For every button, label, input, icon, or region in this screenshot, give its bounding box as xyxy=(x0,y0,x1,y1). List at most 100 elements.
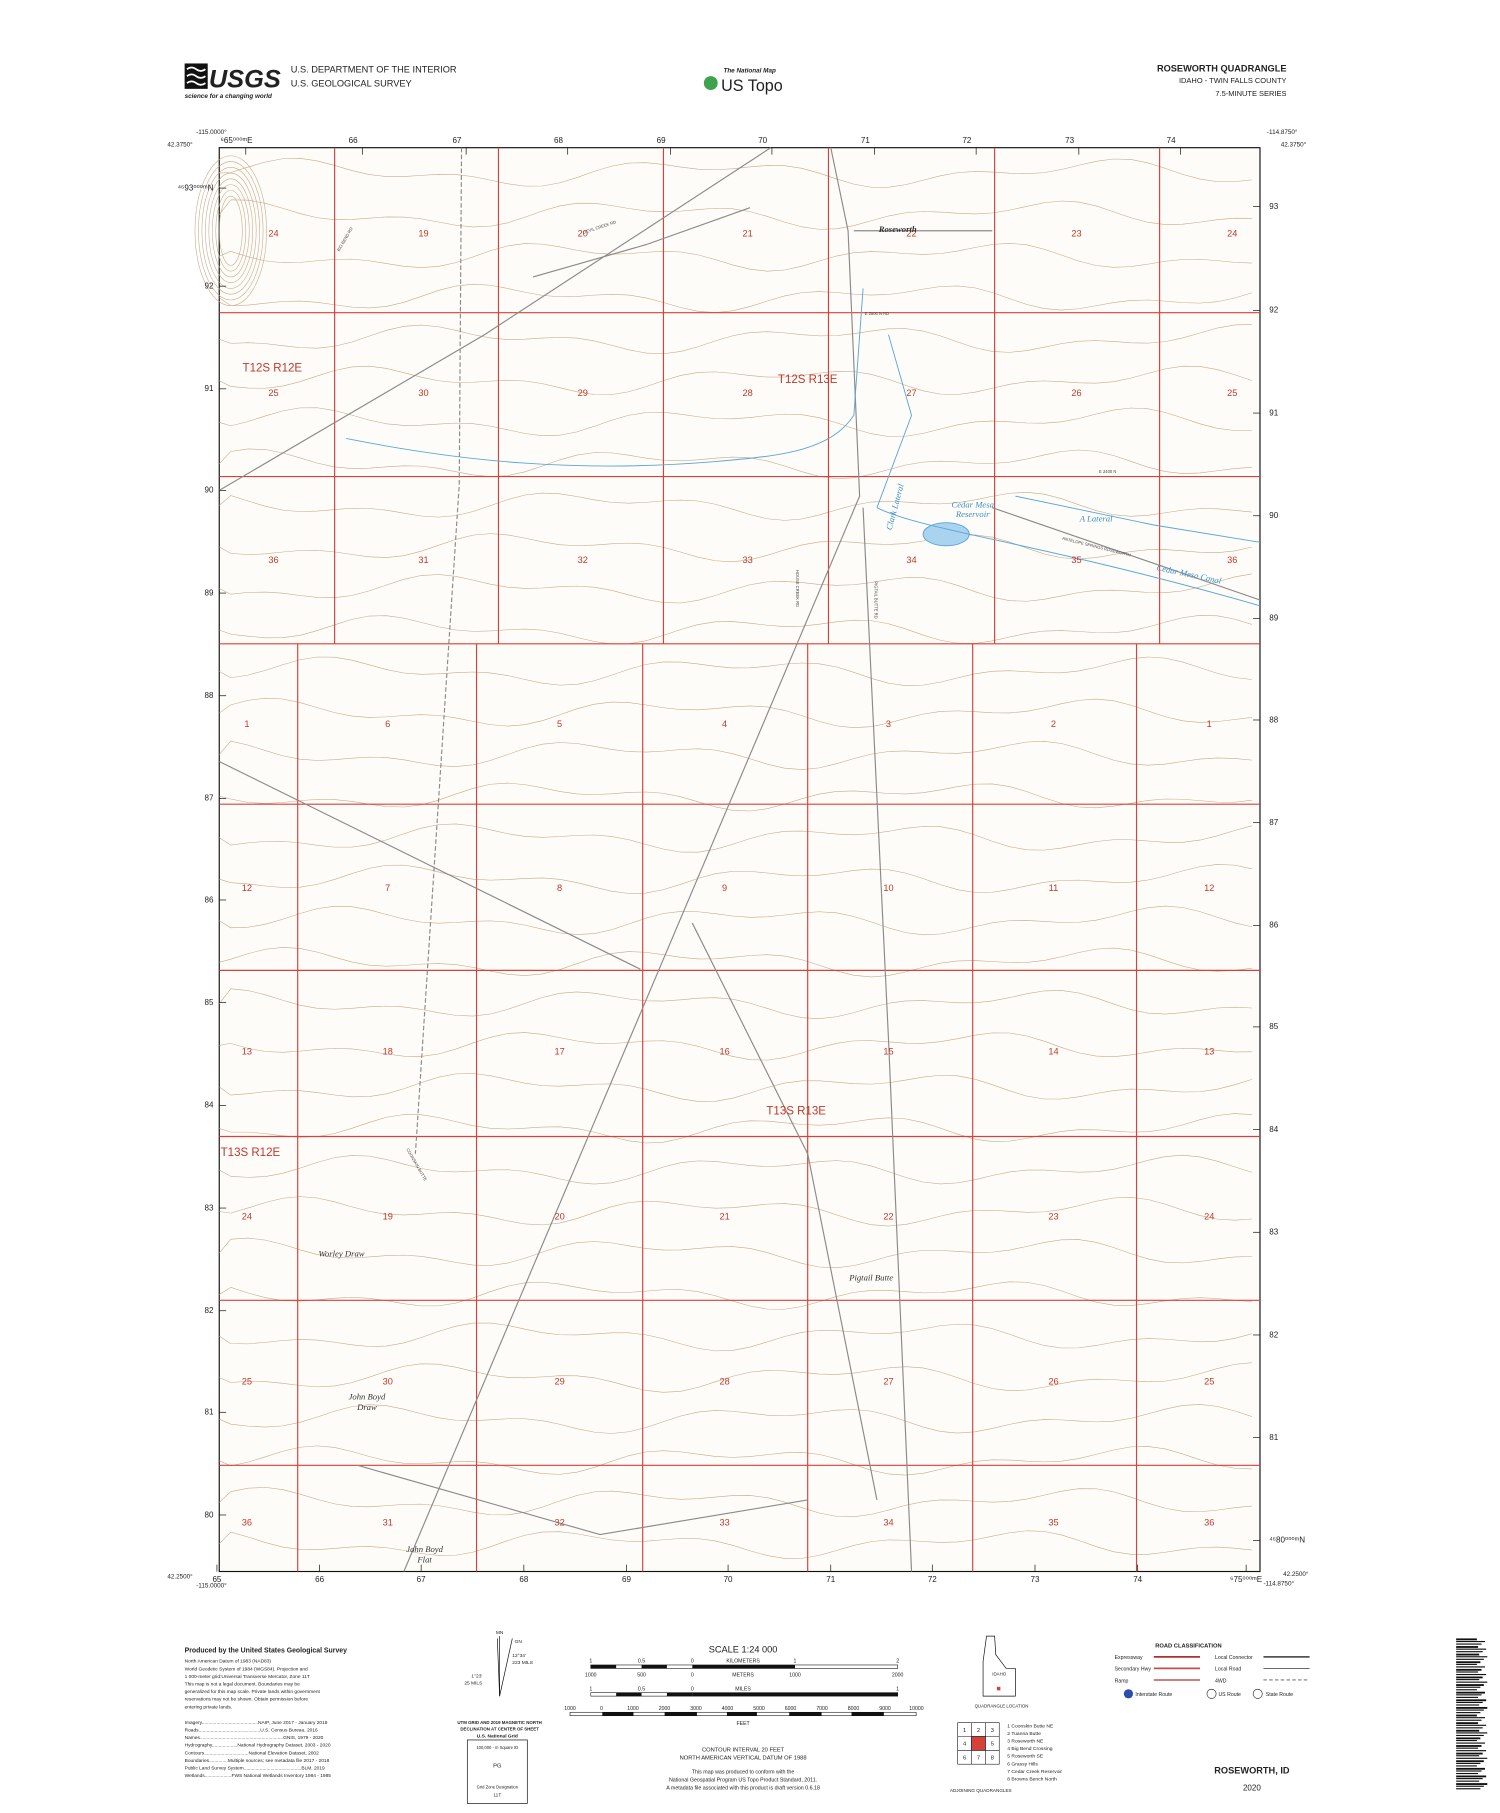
northing-label: 82 xyxy=(205,1306,214,1315)
map-note: North American Datum of 1983 (NAD83) xyxy=(185,1659,272,1665)
northing-label: ⁴⁶80⁰⁰⁰ᵐN xyxy=(1269,1536,1305,1545)
section-number: 14 xyxy=(1048,1047,1058,1057)
data-credit: Hydrography...................National H… xyxy=(185,1743,331,1749)
section-number: 34 xyxy=(883,1517,893,1527)
northing-label: 92 xyxy=(1269,306,1278,315)
place-name: Worley Draw xyxy=(319,1249,365,1259)
map-note: This map is not a legal document. Bounda… xyxy=(185,1682,300,1688)
place-name: A Lateral xyxy=(1079,514,1113,524)
barcode-bar xyxy=(1456,1767,1485,1770)
section-number: 30 xyxy=(383,1377,393,1387)
barcode-bar xyxy=(1456,1681,1488,1683)
scale-label: 2 xyxy=(896,1659,899,1665)
quad-location-marker xyxy=(996,1686,1001,1691)
contour-line xyxy=(219,1445,1252,1476)
section-number: 12 xyxy=(1204,883,1214,893)
sheet-name: ROSEWORTH, ID xyxy=(1214,1765,1290,1775)
place-name: John Boyd xyxy=(349,1392,386,1402)
declination-label: MN xyxy=(496,1630,504,1636)
section-number: 3 xyxy=(886,719,891,729)
corner-coordinate: 42.2500° xyxy=(167,1572,193,1580)
barcode-bar xyxy=(1456,1780,1480,1782)
corner-coordinate: -115.0000° xyxy=(196,1582,227,1590)
adjoining-cell: 2 xyxy=(977,1728,980,1734)
data-credit: Imagery.................................… xyxy=(185,1720,328,1726)
barcode-bar xyxy=(1456,1696,1479,1698)
data-credit: Wetlands....................FWS National… xyxy=(185,1773,332,1779)
adjoining-cell: 7 xyxy=(977,1756,980,1762)
barcode-bar xyxy=(1456,1783,1488,1785)
roads xyxy=(218,147,1261,1572)
data-credit: Public Land Survey System...............… xyxy=(185,1766,325,1772)
easting-label: 70 xyxy=(758,136,767,145)
township-label: T12S R13E xyxy=(778,374,838,386)
northing-label: 86 xyxy=(1269,921,1278,930)
usng-label: 100,000 - m Square ID xyxy=(476,1745,518,1750)
data-credit: Names...................................… xyxy=(185,1735,324,1741)
northing-label: 85 xyxy=(1269,1022,1278,1031)
corner-coordinate: -114.8750° xyxy=(1263,1579,1294,1587)
barcode-bar xyxy=(1456,1671,1479,1673)
section-number: 28 xyxy=(719,1377,729,1387)
section-number: 26 xyxy=(1048,1377,1058,1387)
contour-line xyxy=(219,1073,1252,1102)
barcode-bar xyxy=(1456,1739,1477,1742)
quad-county: IDAHO - TWIN FALLS COUNTY xyxy=(1179,76,1287,85)
scale-label: 8000 xyxy=(848,1706,860,1712)
contour-line xyxy=(219,823,1252,853)
barcode xyxy=(1456,1638,1488,1790)
northing-label: 91 xyxy=(205,384,214,393)
barcode-bar xyxy=(1456,1646,1479,1648)
northing-label: 85 xyxy=(205,998,214,1007)
easting-label: 70 xyxy=(724,1575,733,1584)
contour-line xyxy=(219,615,1252,645)
easting-label: 74 xyxy=(1133,1575,1142,1584)
barcode-bar xyxy=(1456,1640,1485,1643)
barcode-bar xyxy=(1456,1653,1480,1656)
barcode-bar xyxy=(1456,1760,1484,1763)
barcode-bar xyxy=(1456,1732,1488,1734)
contour-line xyxy=(219,1237,1252,1269)
northing-label: 93 xyxy=(1269,202,1278,211)
section-number: 24 xyxy=(1204,1212,1214,1222)
barcode-bar xyxy=(1456,1673,1487,1676)
easting-label: 72 xyxy=(962,136,971,145)
scale-label: 3000 xyxy=(690,1706,702,1712)
section-number: 10 xyxy=(883,883,893,893)
section-number: 7 xyxy=(385,883,390,893)
section-number: 33 xyxy=(719,1517,729,1527)
easting-label: ⁶75⁰⁰⁰ᵐE xyxy=(1230,1575,1263,1584)
contour-line xyxy=(219,1032,1252,1061)
section-number: 1 xyxy=(244,719,249,729)
contour-line xyxy=(219,1404,1253,1434)
scale-label: 1 xyxy=(896,1686,899,1692)
road-label: E 2400 N xyxy=(1099,469,1116,474)
section-number: 21 xyxy=(743,229,753,239)
declination-label: 223 MILS xyxy=(512,1660,533,1666)
northing-label: 88 xyxy=(205,691,214,700)
scale-label: 4000 xyxy=(722,1706,734,1712)
section-number: 25 xyxy=(268,388,278,398)
contour-line xyxy=(219,1362,1252,1393)
barcode-bar xyxy=(1456,1663,1477,1665)
usng-label: U.S. National Grid xyxy=(477,1734,518,1740)
section-number: 26 xyxy=(1071,388,1081,398)
producer-credit: Produced by the United States Geological… xyxy=(185,1647,347,1654)
road-type: Ramp xyxy=(1115,1678,1129,1684)
contour-line xyxy=(219,905,1252,936)
section-number: 27 xyxy=(906,388,916,398)
contour-line xyxy=(219,1196,1252,1227)
barcode-bar xyxy=(1456,1752,1483,1755)
contour-line xyxy=(219,1530,1252,1559)
barcode-bar xyxy=(1456,1661,1481,1664)
section-number: 31 xyxy=(418,555,428,565)
adjoining-name: 3 Roseworth NE xyxy=(1007,1739,1044,1745)
barcode-bar xyxy=(1456,1765,1477,1767)
northing-label: 87 xyxy=(205,794,214,803)
scale-label: 0.5 xyxy=(638,1686,645,1692)
section-number: 6 xyxy=(385,719,390,729)
contour-line xyxy=(219,864,1252,894)
barcode-bar xyxy=(1456,1691,1485,1694)
easting-label: 73 xyxy=(1065,136,1074,145)
scale-label: 9000 xyxy=(879,1706,891,1712)
